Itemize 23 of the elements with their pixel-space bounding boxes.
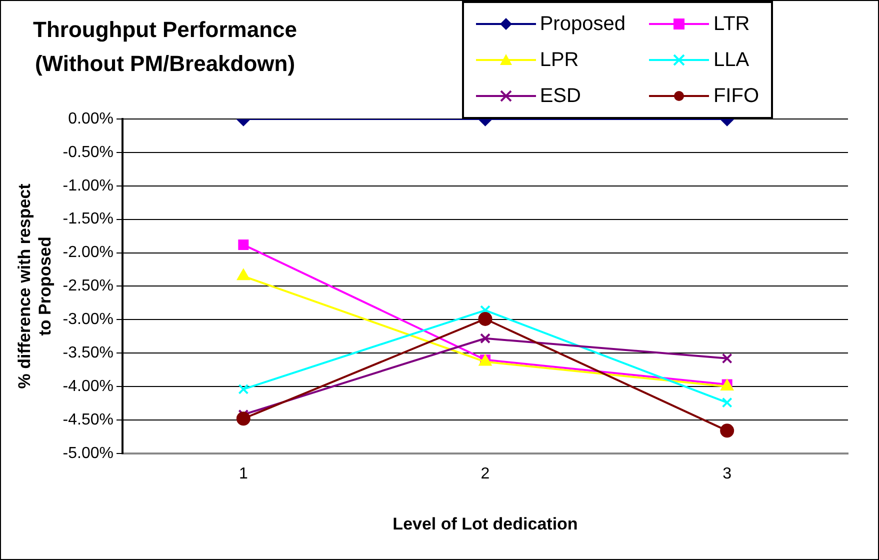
y-axis-title: % difference with respect to Proposed	[14, 183, 54, 389]
x-tick-label: 2	[480, 465, 490, 482]
y-tick-label: -3.00%	[62, 311, 114, 328]
legend-label: LLA	[713, 48, 750, 73]
legend-label: LTR	[713, 12, 750, 37]
y-tick-label: -2.50%	[62, 278, 114, 295]
legend-label: LPR	[540, 48, 579, 73]
y-tick-label: -4.50%	[62, 411, 114, 428]
y-tick-label: -1.00%	[62, 177, 114, 194]
y-tick-label: -5.00%	[62, 444, 114, 462]
legend-label: ESD	[540, 84, 581, 109]
y-tick-label: -0.50%	[62, 144, 114, 161]
y-tick-label: -1.50%	[62, 210, 114, 228]
x-axis-title: Level of Lot dedication	[392, 514, 578, 534]
x-tick-label: 1	[238, 465, 248, 482]
legend-label: Proposed	[540, 12, 626, 37]
y-tick-label: -3.50%	[62, 344, 114, 362]
y-tick-label: -2.00%	[62, 244, 114, 262]
legend-label: FIFO	[713, 84, 759, 109]
x-tick-label: 3	[722, 465, 732, 482]
y-tick-label: 0.00%	[68, 110, 114, 128]
chart-title: Throughput Performance (Without PM/Breakdown)	[33, 16, 298, 78]
y-tick-label: -4.00%	[62, 378, 114, 395]
